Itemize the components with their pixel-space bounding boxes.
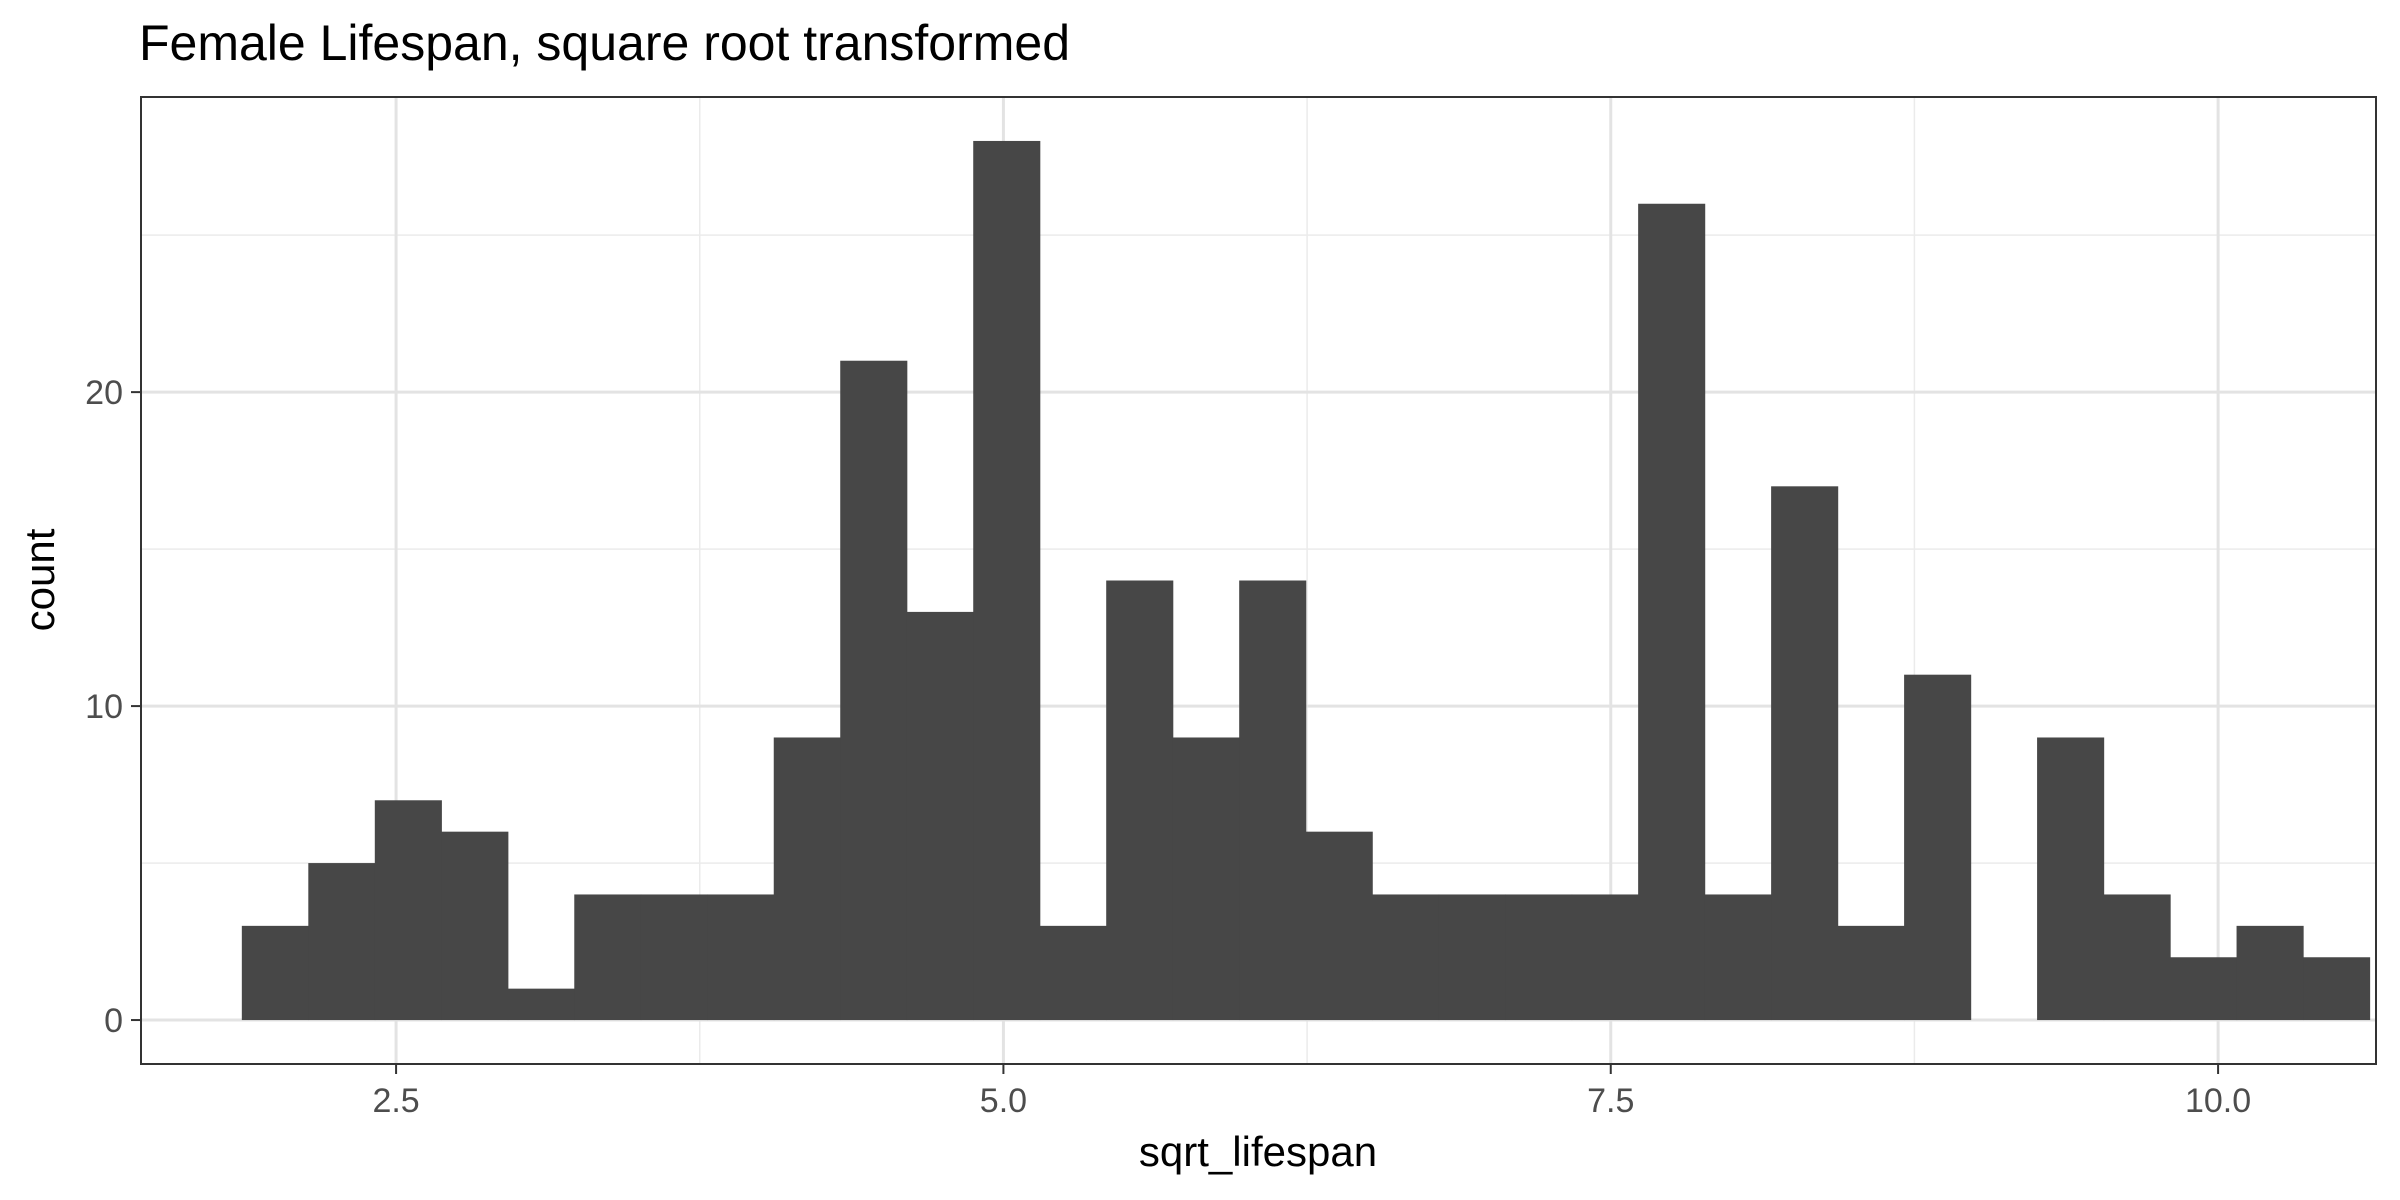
plot-border [140,96,2377,1065]
histogram-bar [507,988,575,1021]
y-tick-label: 0 [104,1002,123,1040]
histogram-bar [773,737,841,1021]
histogram-bar [1837,925,1905,1021]
y-tick-label: 10 [85,688,123,726]
x-axis-title: sqrt_lifespan [1139,1128,1377,1175]
histogram-bar [2236,925,2304,1021]
y-axis: 0 10 20 [85,374,141,1040]
x-axis: 2.5 5.0 7.5 10.0 [372,1064,2251,1120]
x-tick-label: 5.0 [980,1082,1027,1120]
histogram-bar [1372,894,1440,1021]
histogram-bar [374,800,442,1021]
histogram-bar [707,894,775,1021]
histogram-bar [2170,957,2238,1021]
x-tick-label: 7.5 [1587,1082,1634,1120]
histogram-bar [1239,580,1307,1021]
histogram-bar [973,140,1041,1021]
histogram-bar [1704,894,1772,1021]
histogram-bar [640,894,708,1021]
histogram-bar [1172,737,1240,1021]
chart-title: Female Lifespan, square root transformed [139,15,1070,71]
histogram-bar [1305,831,1373,1021]
histogram-bar [2103,894,2171,1021]
histogram-bar [1039,925,1107,1021]
histogram-bar [441,831,509,1021]
histogram-bar [241,925,309,1021]
histogram-bar [2037,737,2105,1021]
x-tick-label: 2.5 [372,1082,419,1120]
y-tick-label: 20 [85,374,123,412]
histogram-bar [906,611,974,1021]
histogram-bar [840,360,908,1021]
histogram-bar [1771,486,1839,1021]
histogram-bar [1638,203,1706,1021]
histogram-bar [1438,894,1506,1021]
histogram-bar [1904,674,1972,1021]
histogram-bar [308,863,376,1021]
y-axis-title: count [16,528,63,631]
histogram-bar [574,894,642,1021]
histogram-bar [1571,894,1639,1021]
histogram-bar [1505,894,1573,1021]
histogram-bar [2303,957,2371,1021]
histogram-bars [241,140,2371,1021]
x-tick-label: 10.0 [2185,1082,2251,1120]
histogram-bar [1106,580,1174,1021]
